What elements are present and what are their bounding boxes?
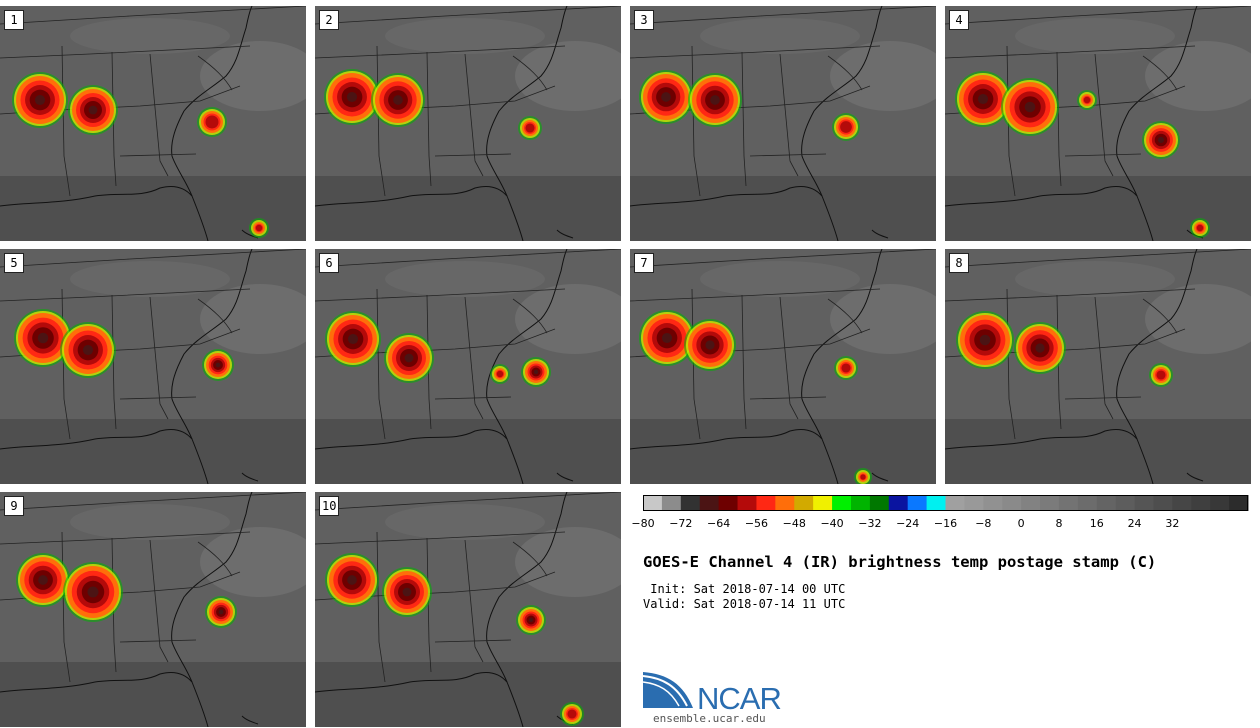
ir-map xyxy=(945,249,1251,484)
colorbar-swatch xyxy=(661,495,682,511)
colorbar-tick-label: −8 xyxy=(975,517,992,530)
stamp-panel-7: 7 xyxy=(630,249,936,484)
colorbar-swatch xyxy=(794,495,814,511)
colorbar-swatch xyxy=(832,495,852,511)
colorbar-tick-label: −56 xyxy=(744,517,769,530)
colorbar-tick-labels: −80 −72 −64 −56 −48 −40 −32 −24 −16 −8 0 8 16 24 32 xyxy=(631,512,1248,532)
colorbar-tick-label: −64 xyxy=(707,517,731,530)
stamp-panel-9: 9 xyxy=(0,492,306,727)
colorbar-swatch xyxy=(775,495,795,511)
stamp-panel-2: 2 xyxy=(315,6,621,241)
colorbar-swatch xyxy=(737,495,757,511)
colorbar-swatch xyxy=(983,495,1003,511)
colorbar-swatch xyxy=(643,495,663,511)
colorbar-tick-label: 8 xyxy=(1055,517,1063,530)
ncar-logo-icon xyxy=(643,672,693,708)
colorbar-tick-label: 0 xyxy=(1017,517,1025,530)
colorbar xyxy=(643,495,1249,511)
stamp-number-label: 3 xyxy=(634,10,654,30)
ir-map xyxy=(315,6,621,241)
colorbar-swatch xyxy=(1096,495,1117,511)
colorbar-swatch xyxy=(1191,495,1211,511)
colorbar-swatch xyxy=(1172,495,1192,511)
colorbar-swatch xyxy=(964,495,984,511)
colorbar-swatch xyxy=(1021,495,1041,511)
stamp-number-label: 8 xyxy=(949,253,969,273)
colorbar-swatch xyxy=(888,495,909,511)
stamp-number-label: 1 xyxy=(4,10,24,30)
colorbar-tick-label: 24 xyxy=(1127,517,1142,530)
stamp-number-label: 9 xyxy=(4,496,24,516)
init-time: Init: Sat 2018-07-14 00 UTC xyxy=(643,582,846,596)
colorbar-tick-label: −16 xyxy=(933,517,958,530)
colorbar-tick-label: 16 xyxy=(1089,517,1104,530)
stamp-number-label: 4 xyxy=(949,10,969,30)
colorbar-swatch xyxy=(926,495,946,511)
stamp-panel-5: 5 xyxy=(0,249,306,484)
stamp-number-label: 5 xyxy=(4,253,24,273)
stamp-number-label: 6 xyxy=(319,253,339,273)
ir-map xyxy=(0,249,306,484)
ir-map xyxy=(945,6,1251,241)
colorbar-swatch xyxy=(869,495,890,511)
colorbar-swatch xyxy=(756,495,776,511)
stamp-panel-8: 8 xyxy=(945,249,1251,484)
ir-map xyxy=(315,249,621,484)
colorbar-tick-label: −32 xyxy=(858,517,882,530)
colorbar-border xyxy=(643,495,1248,511)
stamp-number-label: 7 xyxy=(634,253,654,273)
stamp-number-label: 10 xyxy=(319,496,340,516)
colorbar-tick-label: −40 xyxy=(820,517,844,530)
colorbar-swatch xyxy=(945,495,965,511)
colorbar-tick-label: −24 xyxy=(896,517,920,530)
ir-map xyxy=(0,6,306,241)
colorbar-swatch xyxy=(718,495,739,511)
colorbar-swatch xyxy=(1134,495,1154,511)
colorbar-tick-label: −48 xyxy=(782,517,806,530)
colorbar-tick-label: −80 xyxy=(631,517,655,530)
ir-map xyxy=(630,6,936,241)
ir-map xyxy=(315,492,621,727)
ir-map xyxy=(630,249,936,484)
colorbar-tick-label: −72 xyxy=(669,517,693,530)
colorbar-swatch xyxy=(1077,495,1098,511)
valid-time: Valid: Sat 2018-07-14 11 UTC xyxy=(643,597,846,611)
colorbar-swatch xyxy=(1115,495,1136,511)
stamp-panel-10: 10 xyxy=(315,492,621,727)
colorbar-swatch xyxy=(1153,495,1173,511)
colorbar-swatch xyxy=(1058,495,1079,511)
figure-title: GOES-E Channel 4 (IR) brightness temp po… xyxy=(643,553,1157,571)
ensemble-url: ensemble.ucar.edu xyxy=(653,712,766,725)
stamp-panel-3: 3 xyxy=(630,6,936,241)
colorbar-swatch xyxy=(1229,495,1249,511)
colorbar-tick-label: 32 xyxy=(1165,517,1180,530)
stamp-panel-4: 4 xyxy=(945,6,1251,241)
ncar-logo-text: NCAR xyxy=(697,681,782,716)
stamp-number-label: 2 xyxy=(319,10,339,30)
colorbar-swatch xyxy=(1002,495,1022,511)
colorbar-swatch xyxy=(813,495,833,511)
colorbar-swatch xyxy=(1040,495,1060,511)
colorbar-swatch xyxy=(680,495,701,511)
stamp-panel-1: 1 xyxy=(0,6,306,241)
colorbar-swatch xyxy=(699,495,720,511)
colorbar-swatch xyxy=(907,495,928,511)
colorbar-swatch xyxy=(850,495,871,511)
stamp-panel-6: 6 xyxy=(315,249,621,484)
ir-map xyxy=(0,492,306,727)
colorbar-swatch xyxy=(1210,495,1230,511)
